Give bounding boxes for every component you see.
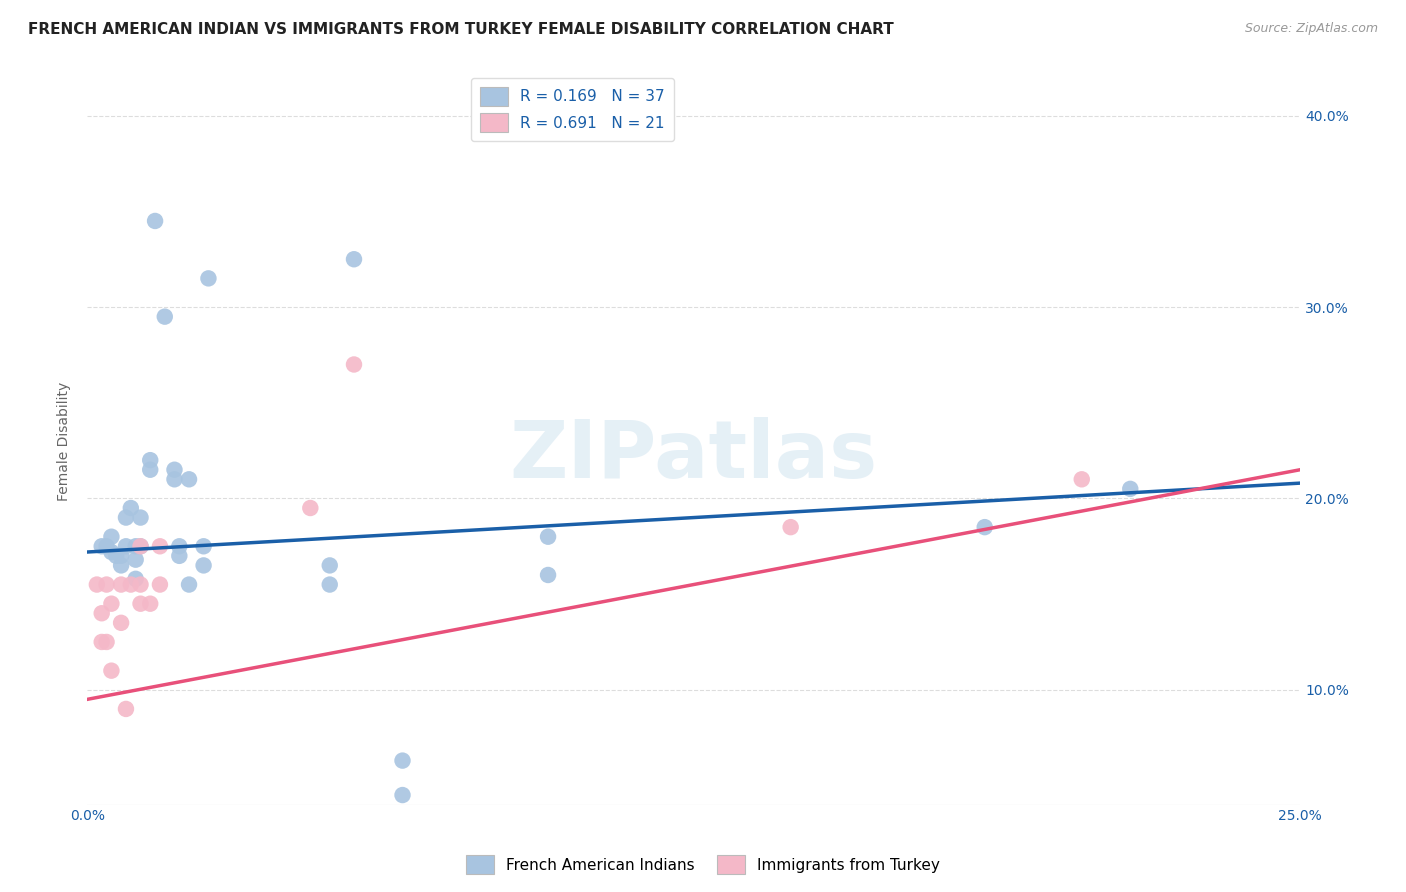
Point [177,577,200,591]
Point [100,597,122,611]
Point [129,539,152,553]
Point [129,510,152,524]
Point [96,539,118,553]
Point [149,577,172,591]
Legend: R = 0.169   N = 37, R = 0.691   N = 21: R = 0.169 N = 37, R = 0.691 N = 21 [471,78,673,141]
Point [169,549,191,563]
Point [143,214,166,228]
Point [124,539,146,553]
Point [343,358,366,372]
Point [86,577,108,591]
Text: Source: ZipAtlas.com: Source: ZipAtlas.com [1244,22,1378,36]
Point [193,539,215,553]
Point [120,577,142,591]
Point [105,549,128,563]
Y-axis label: Female Disability: Female Disability [58,382,72,500]
Point [139,463,162,477]
Legend: French American Indians, Immigrants from Turkey: French American Indians, Immigrants from… [460,849,946,880]
Point [343,252,366,267]
Point [391,754,413,768]
Point [110,615,132,630]
Point [391,788,413,802]
Point [124,572,146,586]
Point [163,472,186,486]
Point [96,635,118,649]
Point [120,501,142,516]
Point [139,597,162,611]
Point [139,453,162,467]
Point [100,664,122,678]
Point [90,539,112,553]
Point [129,539,152,553]
Point [319,577,342,591]
Point [1070,472,1092,486]
Point [129,597,152,611]
Point [90,607,112,621]
Point [100,530,122,544]
Point [169,539,191,553]
Point [124,552,146,566]
Point [197,271,219,285]
Point [177,472,200,486]
Text: ZIPatlas: ZIPatlas [509,417,877,494]
Point [319,558,342,573]
Point [149,539,172,553]
Point [129,577,152,591]
Point [110,577,132,591]
Point [90,635,112,649]
Point [115,702,138,716]
Point [299,501,322,516]
Point [153,310,176,324]
Point [537,568,560,582]
Point [100,545,122,559]
Point [96,577,118,591]
Point [115,539,138,553]
Point [110,558,132,573]
Point [110,549,132,563]
Point [115,510,138,524]
Point [779,520,801,534]
Point [163,463,186,477]
Point [973,520,995,534]
Point [537,530,560,544]
Point [193,558,215,573]
Point [1119,482,1142,496]
Text: FRENCH AMERICAN INDIAN VS IMMIGRANTS FROM TURKEY FEMALE DISABILITY CORRELATION C: FRENCH AMERICAN INDIAN VS IMMIGRANTS FRO… [28,22,894,37]
